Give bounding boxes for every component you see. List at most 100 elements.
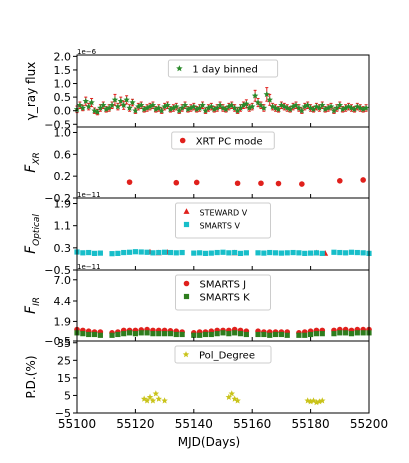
panel-5-frame xyxy=(76,340,370,414)
data-point xyxy=(240,101,247,109)
x-tick-label: 55140 xyxy=(175,417,213,431)
legend-marker xyxy=(182,351,190,358)
data-point xyxy=(191,332,197,338)
data-point xyxy=(132,107,139,114)
data-point xyxy=(339,105,346,113)
legend-label: 1 day binned xyxy=(192,65,257,76)
data-point xyxy=(111,96,119,103)
data-point xyxy=(272,250,279,256)
series-3-2 xyxy=(74,249,372,257)
data-point xyxy=(359,105,367,113)
data-point xyxy=(243,331,249,338)
y-axis-label: γ_ray flux xyxy=(24,62,38,121)
x-axis-label: MJD(Days) xyxy=(178,435,240,449)
y-tick-label: 15 xyxy=(57,372,71,385)
x-tick-label: 55160 xyxy=(233,417,271,431)
data-point xyxy=(360,177,366,183)
data-point xyxy=(167,105,174,113)
data-point xyxy=(331,331,337,337)
data-point xyxy=(211,105,218,113)
data-point xyxy=(97,250,103,256)
data-point xyxy=(173,331,179,338)
data-point xyxy=(313,250,320,256)
y-axis-label: FIR xyxy=(23,297,42,314)
data-point xyxy=(173,179,180,186)
data-point xyxy=(337,330,343,336)
data-point xyxy=(173,250,179,256)
panel-5-legend: Pol_Degree xyxy=(174,345,272,364)
y-tick-label: 0.3 xyxy=(54,242,72,255)
data-point xyxy=(220,330,226,336)
y-tick-label: −0.5 xyxy=(44,335,71,348)
data-point xyxy=(255,331,261,338)
series-5-1 xyxy=(140,390,326,406)
data-point xyxy=(337,177,343,184)
data-point xyxy=(254,99,262,106)
data-point xyxy=(91,250,98,256)
data-point xyxy=(316,104,323,111)
data-point xyxy=(109,251,115,257)
data-point xyxy=(161,397,168,404)
panel-2-data xyxy=(126,177,366,187)
y-tick-label: 35 xyxy=(57,337,71,350)
y-tick-label: 4.4 xyxy=(54,295,72,308)
legend-marker xyxy=(183,280,190,287)
data-point xyxy=(109,332,115,338)
legend-label: SMARTS K xyxy=(200,293,251,304)
data-point xyxy=(278,250,284,256)
legend-label: XRT PC mode xyxy=(196,137,263,148)
legend-marker xyxy=(183,221,190,228)
data-point xyxy=(115,331,121,338)
data-point xyxy=(284,250,290,256)
data-point xyxy=(310,105,317,113)
data-point xyxy=(80,250,86,256)
panel-4-data xyxy=(74,326,372,338)
legend-box xyxy=(175,202,271,239)
data-point xyxy=(170,104,177,111)
data-point xyxy=(302,332,308,338)
data-point xyxy=(138,249,144,255)
data-point xyxy=(132,331,138,337)
data-point xyxy=(237,331,244,337)
series-2-1 xyxy=(126,177,366,187)
data-point xyxy=(304,101,311,109)
data-point xyxy=(144,249,150,255)
panel-5: −5 5 15 25 35 P.D.(%) Pol_Degree xyxy=(24,337,370,420)
panel-4-legend: SMARTS J SMARTS K xyxy=(175,274,271,311)
data-point xyxy=(179,331,185,338)
panel-1: −0.50.00.51.01.52.0 1e−6 γ_ray flux 1 day b… xyxy=(24,48,370,131)
data-point xyxy=(226,250,232,256)
panel-2: −0.2 0.2 0.6 1.0 FXR XRT PC mode xyxy=(23,126,370,205)
data-point xyxy=(226,331,232,337)
data-point xyxy=(150,250,156,256)
data-point xyxy=(308,250,314,256)
y-tick-label: 0.6 xyxy=(54,148,72,161)
data-point xyxy=(213,104,221,111)
data-point xyxy=(196,104,203,111)
data-point xyxy=(360,330,366,336)
data-point xyxy=(248,103,256,110)
data-point xyxy=(97,104,104,111)
data-point xyxy=(343,250,349,256)
y-tick-label: 25 xyxy=(57,354,71,367)
data-point xyxy=(121,331,127,337)
data-point xyxy=(220,249,226,255)
data-point xyxy=(190,103,198,110)
data-point xyxy=(115,250,121,256)
data-point xyxy=(76,101,84,109)
data-point xyxy=(319,397,326,404)
data-point xyxy=(197,332,203,338)
data-point xyxy=(319,250,325,256)
legend-marker xyxy=(176,65,183,72)
data-point xyxy=(143,397,151,404)
data-point xyxy=(342,104,349,111)
data-point xyxy=(175,107,183,114)
data-point xyxy=(117,97,125,104)
data-point xyxy=(205,104,212,111)
data-point xyxy=(292,101,300,109)
y-tick-label: 5 xyxy=(64,389,71,402)
data-point xyxy=(237,250,244,256)
data-point xyxy=(286,105,294,113)
data-point xyxy=(149,397,157,404)
panels: −0.50.00.51.01.52.0 1e−6γ_ray flux 1 day b… xyxy=(23,48,372,420)
